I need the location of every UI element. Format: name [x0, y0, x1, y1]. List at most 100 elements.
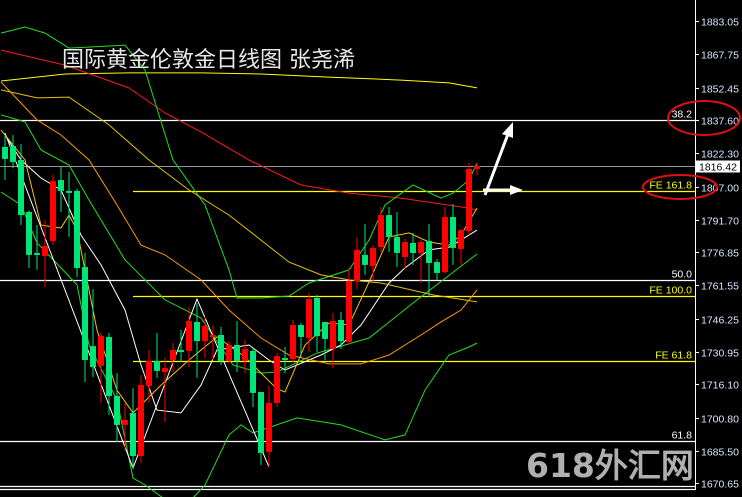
- price-axis: 1883.05 1867.75 1852.45 1837.60 1822.30 1807.…: [695, 0, 742, 497]
- candle-body: [106, 336, 112, 396]
- candle: [434, 259, 440, 280]
- candle: [122, 402, 128, 450]
- candle-body: [370, 247, 376, 266]
- candle: [330, 313, 336, 369]
- candle: [218, 326, 224, 366]
- fib-levels: 38.2FE 161.850.0FE 100.0FE 61.861.896.2: [0, 109, 742, 497]
- candle-body: [82, 267, 88, 361]
- candle-body: [298, 324, 304, 337]
- candle-body: [410, 242, 416, 253]
- candle-body: [322, 321, 328, 339]
- chart-title: 国际黄金伦敦金日线图 张尧浠: [62, 48, 355, 73]
- candle: [402, 238, 408, 270]
- candle: [250, 348, 256, 408]
- candle-body: [378, 215, 384, 248]
- candle: [226, 341, 232, 362]
- candle: [338, 311, 344, 349]
- axis-tick-label: 1685.50: [701, 447, 739, 459]
- axis-tick-label: 1791.70: [701, 216, 739, 228]
- candle-body: [138, 385, 144, 457]
- candle-body: [442, 217, 448, 273]
- level-label: FE 100.0: [649, 285, 692, 297]
- candle: [282, 346, 288, 374]
- candle: [170, 343, 176, 372]
- candle-body: [34, 252, 40, 255]
- axis-tick-label: 1822.30: [701, 149, 739, 161]
- candle: [10, 134, 16, 169]
- indicator-line: [0, 129, 478, 414]
- axis-tick-label: 1852.45: [701, 84, 739, 96]
- candle-body: [362, 254, 368, 265]
- indicator-line: [0, 114, 478, 374]
- candle-body: [178, 350, 184, 353]
- candle-body: [50, 181, 56, 241]
- highlight-ellipses: [642, 100, 741, 200]
- candle: [322, 321, 328, 361]
- candle: [474, 163, 480, 176]
- indicator-line: [0, 81, 478, 365]
- arrow-up-right-icon: [483, 133, 510, 196]
- candle-body: [2, 146, 8, 159]
- candle: [410, 232, 416, 265]
- candle: [442, 206, 448, 275]
- candle-body: [90, 346, 96, 367]
- candle-body: [394, 237, 400, 253]
- candles: [2, 134, 480, 468]
- candle-body: [402, 242, 408, 258]
- level-label: 38.2: [672, 109, 693, 121]
- candle-body: [154, 360, 160, 371]
- candle-body: [66, 190, 72, 193]
- candle: [458, 228, 464, 265]
- candle: [306, 292, 312, 352]
- candle-body: [250, 350, 256, 393]
- candle: [370, 245, 376, 282]
- watermark-logo: 618外汇网: [526, 446, 694, 485]
- level-label: FE 161.8: [649, 180, 692, 192]
- axis-tick-label: 1761.55: [701, 281, 739, 293]
- candle: [298, 323, 304, 357]
- candle-body: [26, 212, 32, 255]
- candle: [466, 163, 472, 236]
- candle: [82, 252, 88, 383]
- indicator-line: [4, 132, 270, 470]
- candle: [178, 329, 184, 362]
- candle: [266, 385, 272, 467]
- candle: [98, 333, 104, 403]
- trend-arrows: [483, 122, 523, 196]
- candle: [290, 319, 296, 362]
- candle: [154, 333, 160, 378]
- candle: [34, 224, 40, 270]
- level-label: FE 61.8: [655, 350, 692, 362]
- axis-tick-label: 1670.65: [701, 479, 739, 491]
- candle: [186, 306, 192, 367]
- candle-body: [450, 217, 456, 248]
- candle: [66, 171, 72, 238]
- level-label: 50.0: [672, 269, 693, 281]
- candle: [106, 333, 112, 415]
- candle-body: [274, 356, 280, 403]
- candle-body: [186, 321, 192, 351]
- candle-body: [242, 348, 248, 361]
- highlight-ellipse: [642, 174, 718, 200]
- candle-body: [306, 299, 312, 339]
- candle: [138, 375, 144, 463]
- axis-tick-label: 1807.00: [701, 183, 739, 195]
- axis-tick-label: 1716.10: [701, 380, 739, 392]
- candle-body: [258, 392, 264, 453]
- candle: [162, 358, 168, 423]
- candle: [346, 267, 352, 346]
- candle-body: [434, 262, 440, 273]
- indicator-line: [0, 72, 478, 89]
- candle: [242, 339, 248, 374]
- candle: [130, 388, 136, 468]
- candle-body: [18, 159, 24, 216]
- candle: [274, 353, 280, 408]
- candle: [234, 321, 240, 372]
- candle-body: [122, 419, 128, 425]
- candle: [58, 166, 64, 213]
- candle-body: [146, 360, 152, 386]
- candle-body: [474, 166, 480, 169]
- candle: [394, 212, 400, 268]
- candle-body: [266, 402, 272, 452]
- candle: [450, 203, 456, 265]
